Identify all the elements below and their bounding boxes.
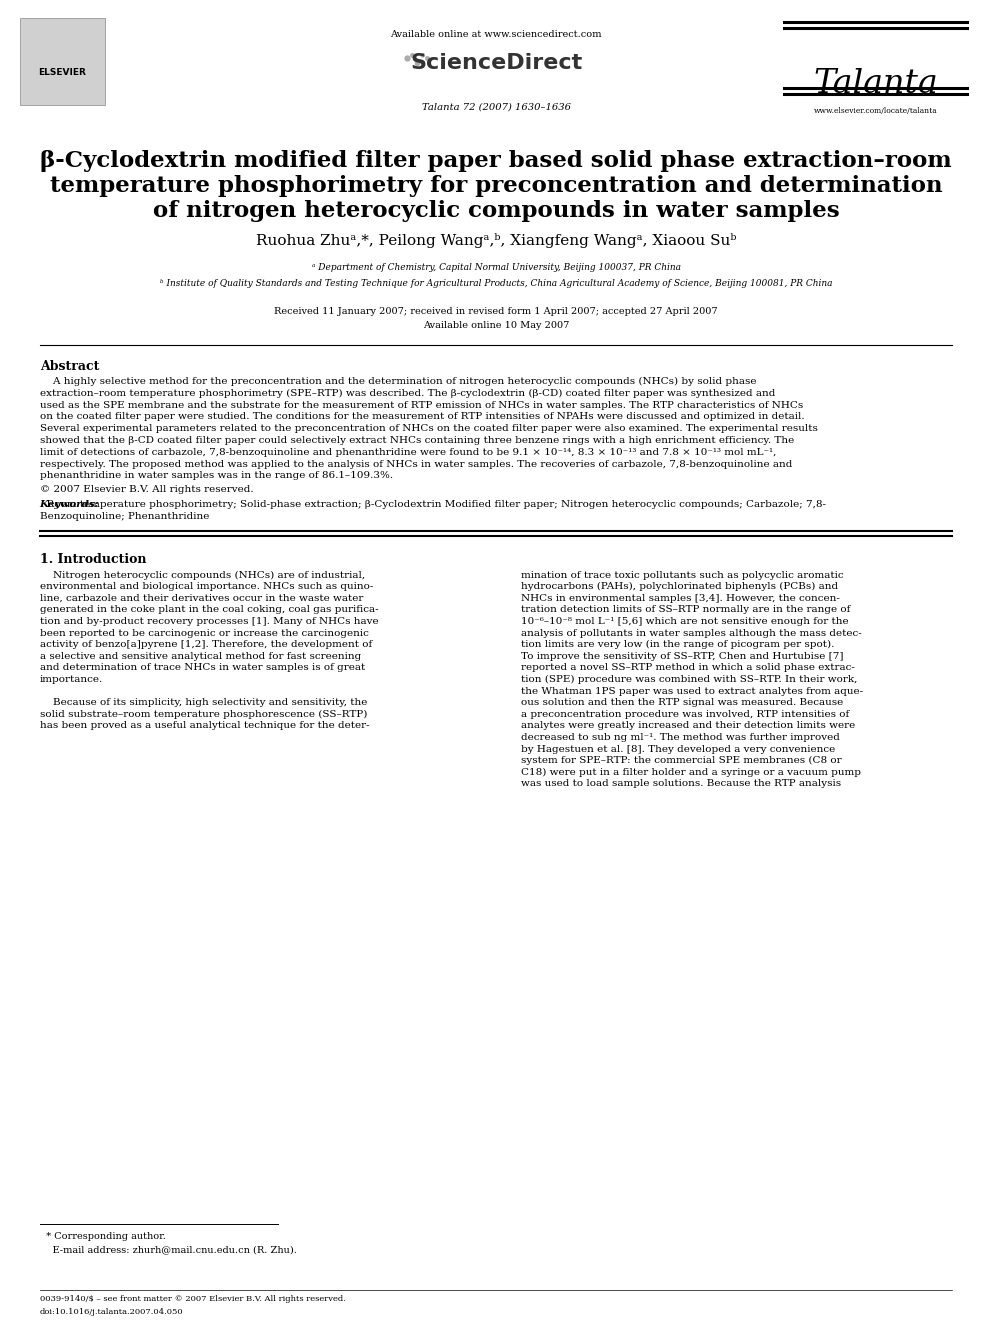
Text: 0039-9140/$ – see front matter © 2007 Elsevier B.V. All rights reserved.: 0039-9140/$ – see front matter © 2007 El… <box>40 1295 345 1303</box>
Text: mination of trace toxic pollutants such as polycyclic aromatic: mination of trace toxic pollutants such … <box>521 570 843 579</box>
Text: β-Cyclodextrin modified filter paper based solid phase extraction–room: β-Cyclodextrin modified filter paper bas… <box>41 149 951 172</box>
Text: tion limits are very low (in the range of picogram per spot).: tion limits are very low (in the range o… <box>521 640 834 650</box>
Text: ELSEVIER: ELSEVIER <box>38 67 86 77</box>
Text: Because of its simplicity, high selectivity and sensitivity, the: Because of its simplicity, high selectiv… <box>40 699 367 708</box>
Text: been reported to be carcinogenic or increase the carcinogenic: been reported to be carcinogenic or incr… <box>40 628 369 638</box>
Text: generated in the coke plant in the coal coking, coal gas purifica-: generated in the coke plant in the coal … <box>40 606 378 614</box>
Text: respectively. The proposed method was applied to the analysis of NHCs in water s: respectively. The proposed method was ap… <box>40 459 792 468</box>
Text: Available online at www.sciencedirect.com: Available online at www.sciencedirect.co… <box>390 30 602 38</box>
Text: Room temperature phosphorimetry; Solid-phase extraction; β-Cyclodextrin Modified: Room temperature phosphorimetry; Solid-p… <box>40 500 825 509</box>
Bar <box>20 19 105 105</box>
Text: ᵇ Institute of Quality Standards and Testing Technique for Agricultural Products: ᵇ Institute of Quality Standards and Tes… <box>160 279 832 288</box>
Text: analytes were greatly increased and their detection limits were: analytes were greatly increased and thei… <box>521 721 855 730</box>
Text: Talanta 72 (2007) 1630–1636: Talanta 72 (2007) 1630–1636 <box>422 103 570 112</box>
Text: Received 11 January 2007; received in revised form 1 April 2007; accepted 27 Apr: Received 11 January 2007; received in re… <box>274 307 718 316</box>
Text: by Hagestuen et al. [8]. They developed a very convenience: by Hagestuen et al. [8]. They developed … <box>521 745 835 754</box>
Text: Nitrogen heterocyclic compounds (NHCs) are of industrial,: Nitrogen heterocyclic compounds (NHCs) a… <box>40 570 365 579</box>
Text: NHCs in environmental samples [3,4]. However, the concen-: NHCs in environmental samples [3,4]. How… <box>521 594 839 603</box>
Text: line, carbazole and their derivatives occur in the waste water: line, carbazole and their derivatives oc… <box>40 594 363 603</box>
Text: environmental and biological importance. NHCs such as quino-: environmental and biological importance.… <box>40 582 373 591</box>
Text: www.elsevier.com/locate/talanta: www.elsevier.com/locate/talanta <box>814 107 937 115</box>
Text: temperature phosphorimetry for preconcentration and determination: temperature phosphorimetry for preconcen… <box>50 175 942 197</box>
Text: Keywords:: Keywords: <box>40 500 99 509</box>
Text: Abstract: Abstract <box>40 360 99 373</box>
Text: importance.: importance. <box>40 675 103 684</box>
Text: the Whatman 1PS paper was used to extract analytes from aque-: the Whatman 1PS paper was used to extrac… <box>521 687 863 696</box>
Text: Talanta: Talanta <box>813 67 938 101</box>
Text: Ruohua Zhuᵃ,*, Peilong Wangᵃ,ᵇ, Xiangfeng Wangᵃ, Xiaoou Suᵇ: Ruohua Zhuᵃ,*, Peilong Wangᵃ,ᵇ, Xiangfen… <box>256 233 736 247</box>
Text: of nitrogen heterocyclic compounds in water samples: of nitrogen heterocyclic compounds in wa… <box>153 200 839 222</box>
Text: A highly selective method for the preconcentration and the determination of nitr: A highly selective method for the precon… <box>40 377 756 386</box>
Text: 10⁻⁶–10⁻⁸ mol L⁻¹ [5,6] which are not sensitive enough for the: 10⁻⁶–10⁻⁸ mol L⁻¹ [5,6] which are not se… <box>521 617 848 626</box>
Text: Available online 10 May 2007: Available online 10 May 2007 <box>423 321 569 329</box>
Text: showed that the β-CD coated filter paper could selectively extract NHCs containi: showed that the β-CD coated filter paper… <box>40 437 794 445</box>
Text: Several experimental parameters related to the preconcentration of NHCs on the c: Several experimental parameters related … <box>40 425 817 433</box>
Text: phenanthridine in water samples was in the range of 86.1–109.3%.: phenanthridine in water samples was in t… <box>40 471 393 480</box>
Text: tion and by-product recovery processes [1]. Many of NHCs have: tion and by-product recovery processes [… <box>40 617 378 626</box>
Text: has been proved as a useful analytical technique for the deter-: has been proved as a useful analytical t… <box>40 721 369 730</box>
Text: ScienceDirect: ScienceDirect <box>410 53 582 73</box>
Text: * Corresponding author.: * Corresponding author. <box>40 1232 166 1241</box>
Text: extraction–room temperature phosphorimetry (SPE–RTP) was described. The β-cyclod: extraction–room temperature phosphorimet… <box>40 389 775 398</box>
Text: doi:10.1016/j.talanta.2007.04.050: doi:10.1016/j.talanta.2007.04.050 <box>40 1308 184 1316</box>
Text: tion (SPE) procedure was combined with SS–RTP. In their work,: tion (SPE) procedure was combined with S… <box>521 675 857 684</box>
Text: © 2007 Elsevier B.V. All rights reserved.: © 2007 Elsevier B.V. All rights reserved… <box>40 486 253 495</box>
Text: limit of detections of carbazole, 7,8-benzoquinoline and phenanthridine were fou: limit of detections of carbazole, 7,8-be… <box>40 447 776 456</box>
Text: E-mail address: zhurh@mail.cnu.edu.cn (R. Zhu).: E-mail address: zhurh@mail.cnu.edu.cn (R… <box>40 1245 297 1254</box>
Text: and determination of trace NHCs in water samples is of great: and determination of trace NHCs in water… <box>40 663 365 672</box>
Text: decreased to sub ng ml⁻¹. The method was further improved: decreased to sub ng ml⁻¹. The method was… <box>521 733 839 742</box>
Text: reported a novel SS–RTP method in which a solid phase extrac-: reported a novel SS–RTP method in which … <box>521 663 855 672</box>
Text: tration detection limits of SS–RTP normally are in the range of: tration detection limits of SS–RTP norma… <box>521 606 850 614</box>
Text: was used to load sample solutions. Because the RTP analysis: was used to load sample solutions. Becau… <box>521 779 841 789</box>
Text: analysis of pollutants in water samples although the mass detec-: analysis of pollutants in water samples … <box>521 628 861 638</box>
Text: ᵃ Department of Chemistry, Capital Normal University, Beijing 100037, PR China: ᵃ Department of Chemistry, Capital Norma… <box>311 263 681 273</box>
Text: on the coated filter paper were studied. The conditions for the measurement of R: on the coated filter paper were studied.… <box>40 413 805 422</box>
Text: a preconcentration procedure was involved, RTP intensities of: a preconcentration procedure was involve… <box>521 710 849 718</box>
Text: To improve the sensitivity of SS–RTP, Chen and Hurtubise [7]: To improve the sensitivity of SS–RTP, Ch… <box>521 652 843 660</box>
Text: C18) were put in a filter holder and a syringe or a vacuum pump: C18) were put in a filter holder and a s… <box>521 767 861 777</box>
Text: 1. Introduction: 1. Introduction <box>40 553 146 566</box>
Text: Benzoquinoline; Phenanthridine: Benzoquinoline; Phenanthridine <box>40 512 209 521</box>
Text: activity of benzo[a]pyrene [1,2]. Therefore, the development of: activity of benzo[a]pyrene [1,2]. Theref… <box>40 640 372 650</box>
Text: used as the SPE membrane and the substrate for the measurement of RTP emission o: used as the SPE membrane and the substra… <box>40 401 803 410</box>
Text: ous solution and then the RTP signal was measured. Because: ous solution and then the RTP signal was… <box>521 699 843 708</box>
Text: a selective and sensitive analytical method for fast screening: a selective and sensitive analytical met… <box>40 652 361 660</box>
Text: solid substrate–room temperature phosphorescence (SS–RTP): solid substrate–room temperature phospho… <box>40 710 367 718</box>
Text: system for SPE–RTP: the commercial SPE membranes (C8 or: system for SPE–RTP: the commercial SPE m… <box>521 757 841 765</box>
Text: hydrocarbons (PAHs), polychlorinated biphenyls (PCBs) and: hydrocarbons (PAHs), polychlorinated bip… <box>521 582 838 591</box>
